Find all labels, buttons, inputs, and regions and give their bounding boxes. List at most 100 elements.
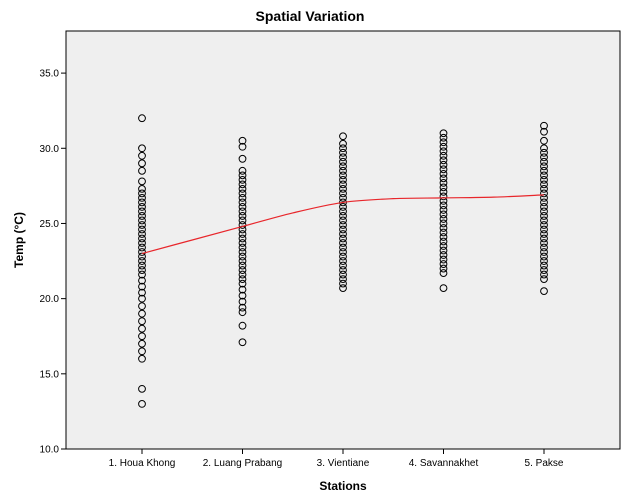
data-point [540, 157, 548, 166]
data-point [238, 270, 247, 279]
data-point [138, 184, 146, 193]
data-point [339, 132, 347, 141]
data-point [238, 203, 247, 211]
data-point [439, 264, 448, 273]
data-point [238, 198, 247, 207]
data-point [540, 225, 548, 234]
data-point [138, 384, 146, 393]
x-axis: 1. Houa Khong 2. Luang Prabang 3. Vientian… [109, 449, 564, 469]
data-point [138, 198, 146, 207]
data-point [238, 212, 247, 220]
data-point [138, 144, 146, 153]
data-point [238, 239, 247, 247]
data-point [439, 242, 448, 250]
data-point [339, 153, 347, 162]
data-point [238, 189, 247, 198]
data-point [339, 261, 347, 270]
data-point [540, 184, 548, 193]
data-point [540, 239, 548, 247]
data-point [439, 224, 448, 232]
data-point [339, 139, 347, 148]
data-point [439, 138, 448, 147]
data-point [339, 148, 347, 157]
data-point [138, 216, 146, 225]
data-point [138, 257, 146, 265]
data-point [238, 303, 247, 312]
data-point [138, 276, 146, 285]
data-point [238, 266, 247, 274]
data-point [138, 207, 146, 216]
data-point [540, 136, 548, 145]
data-point [540, 144, 548, 153]
data-point [439, 210, 448, 219]
data-point [339, 180, 347, 189]
data-point [540, 121, 548, 130]
data-point [339, 144, 347, 153]
data-point [339, 193, 347, 202]
data-point [339, 230, 347, 238]
data-point [540, 212, 548, 220]
data-point [439, 165, 448, 174]
data-point [540, 252, 548, 261]
data-point [238, 230, 247, 238]
data-point [138, 317, 146, 326]
data-point [439, 237, 448, 246]
data-point [138, 302, 146, 311]
data-point [540, 153, 548, 162]
data-point [138, 177, 146, 186]
data-points [138, 114, 548, 408]
data-point [138, 193, 146, 202]
data-point [238, 175, 247, 184]
data-point [540, 230, 548, 238]
data-point [540, 148, 548, 157]
x-tick-label: 5. Pakse [525, 458, 564, 469]
data-point [339, 252, 347, 261]
data-point [138, 212, 146, 220]
data-point [540, 127, 548, 136]
data-point [439, 228, 448, 237]
data-point [540, 216, 548, 225]
data-point [540, 171, 548, 180]
data-point [540, 166, 548, 175]
data-point [439, 215, 448, 223]
data-point [238, 243, 247, 252]
y-axis: 10.0 15.0 20.0 25.0 30.0 35.0 [40, 69, 66, 456]
data-point [238, 184, 247, 193]
data-point [339, 275, 347, 283]
data-point [540, 189, 548, 198]
y-tick-label: 20.0 [40, 294, 60, 305]
data-point [138, 270, 146, 279]
data-point [540, 175, 548, 184]
data-point [138, 234, 146, 243]
data-point [138, 261, 146, 270]
data-point [339, 207, 347, 216]
data-point [138, 189, 146, 198]
data-point [238, 291, 247, 300]
data-point [238, 257, 247, 265]
data-point [439, 151, 448, 160]
data-point [540, 261, 548, 270]
data-point [439, 133, 448, 142]
data-point [238, 136, 247, 145]
data-point [540, 270, 548, 279]
data-point [339, 212, 347, 220]
data-point [439, 142, 448, 151]
data-point [138, 294, 146, 303]
data-point [238, 207, 247, 216]
data-point [339, 171, 347, 180]
data-point [439, 187, 448, 196]
data-point [339, 216, 347, 225]
data-point [339, 162, 347, 171]
data-point [238, 154, 247, 163]
data-point [439, 219, 448, 228]
data-point [339, 166, 347, 175]
data-point [439, 147, 448, 156]
data-point [439, 174, 448, 183]
chart-title: Spatial Variation [256, 8, 365, 24]
data-point [339, 284, 347, 293]
data-point [138, 221, 146, 229]
y-tick-label: 25.0 [40, 219, 60, 230]
data-point [439, 260, 448, 268]
data-point [339, 239, 347, 247]
data-point [439, 284, 448, 293]
